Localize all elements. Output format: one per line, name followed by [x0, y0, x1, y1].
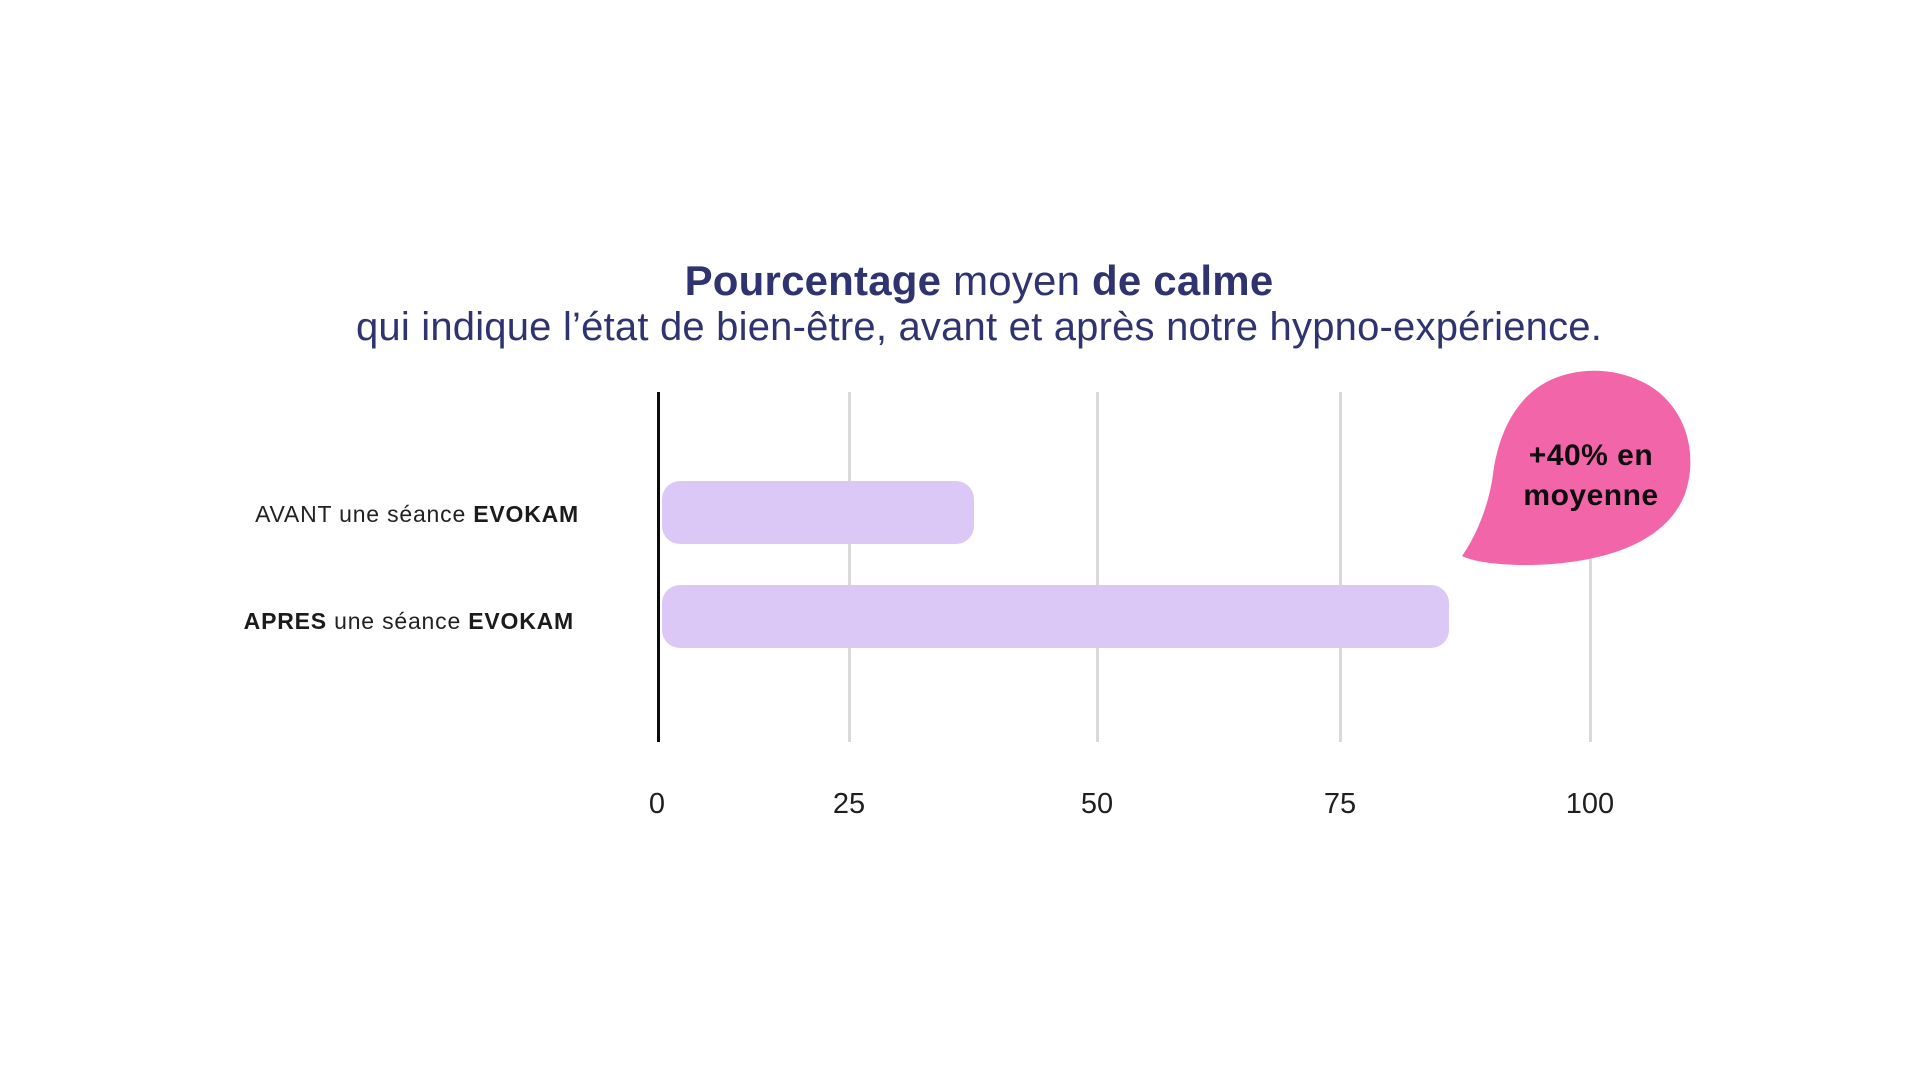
y-axis-line — [657, 392, 660, 742]
row-label-avant: AVANT une séance EVOKAM — [120, 500, 579, 528]
title-segment: de calme — [1092, 257, 1274, 304]
speech-bubble-shape — [1462, 370, 1691, 566]
label-segment: AVANT une séance — [255, 501, 474, 527]
x-tick-25: 25 — [832, 788, 866, 820]
chart-subtitle: qui indique l’état de bien-être, avant e… — [355, 305, 1603, 349]
label-segment: APRES — [243, 608, 327, 634]
label-segment: une séance — [326, 608, 469, 634]
row-label-apres: APRES une séance EVOKAM — [120, 607, 574, 635]
gridline-50 — [1096, 392, 1099, 742]
x-tick-75: 75 — [1323, 788, 1357, 820]
speech-bubble-path — [1462, 370, 1691, 566]
x-tick-0: 0 — [648, 788, 666, 820]
title-segment: Pourcentage — [684, 257, 942, 304]
annotation-line-1: +40% en — [1528, 439, 1654, 472]
x-tick-50: 50 — [1080, 788, 1114, 820]
bar-avant — [662, 481, 974, 544]
bar-apres — [662, 585, 1449, 648]
label-segment: EVOKAM — [468, 608, 574, 634]
annotation-text: +40% en moyenne — [1490, 436, 1692, 516]
gridline-75 — [1339, 392, 1342, 742]
annotation-line-2: moyenne — [1523, 479, 1659, 512]
label-segment: EVOKAM — [473, 501, 579, 527]
chart-title: Pourcentage moyen de calme — [279, 258, 1679, 304]
gridline-100 — [1589, 392, 1592, 742]
chart-header: Pourcentage moyen de calme qui indique l… — [279, 258, 1679, 350]
x-tick-100: 100 — [1565, 788, 1615, 820]
title-segment: moyen — [941, 257, 1093, 304]
gridline-25 — [848, 392, 851, 742]
